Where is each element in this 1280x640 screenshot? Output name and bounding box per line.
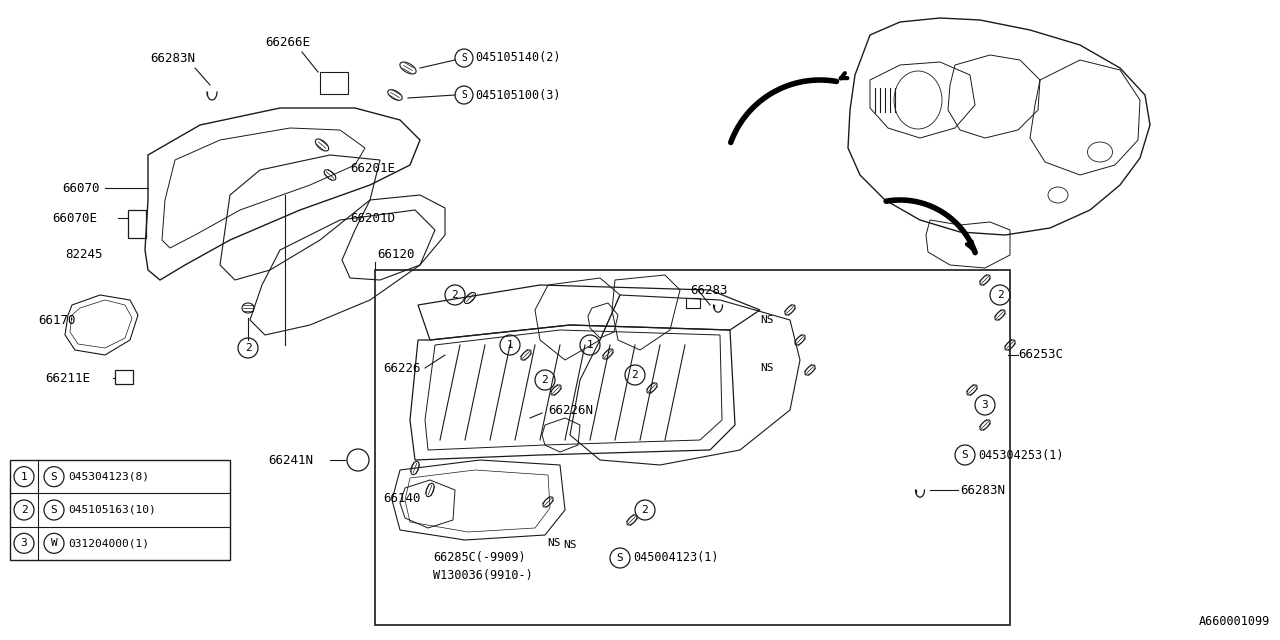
Text: 66211E: 66211E: [45, 371, 90, 385]
Text: 2: 2: [641, 505, 649, 515]
Text: 045105163(10): 045105163(10): [68, 505, 156, 515]
Text: 045105100(3): 045105100(3): [475, 88, 561, 102]
Text: 031204000(1): 031204000(1): [68, 538, 148, 548]
Text: 045105140(2): 045105140(2): [475, 51, 561, 65]
Text: 045004123(1): 045004123(1): [634, 552, 718, 564]
Text: W130036(9910-): W130036(9910-): [433, 568, 532, 582]
Text: NS: NS: [760, 363, 773, 373]
Text: S: S: [961, 450, 969, 460]
Text: 66241N: 66241N: [268, 454, 314, 467]
Text: 66070E: 66070E: [52, 211, 97, 225]
Text: 66201D: 66201D: [349, 211, 396, 225]
Text: 1: 1: [586, 340, 594, 350]
Text: 66070: 66070: [61, 182, 100, 195]
Text: 2: 2: [631, 370, 639, 380]
Text: S: S: [617, 553, 623, 563]
Text: 1: 1: [507, 340, 513, 350]
Text: W: W: [51, 538, 58, 548]
Text: 2: 2: [244, 343, 251, 353]
Text: 2: 2: [997, 290, 1004, 300]
Text: 1: 1: [20, 472, 27, 482]
Text: 66266E: 66266E: [265, 35, 310, 49]
Text: 045304253(1): 045304253(1): [978, 449, 1064, 461]
Text: S: S: [461, 53, 467, 63]
Text: 66226N: 66226N: [548, 403, 593, 417]
Text: 2: 2: [452, 290, 458, 300]
Text: 66170: 66170: [38, 314, 76, 326]
Text: S: S: [51, 505, 58, 515]
Text: S: S: [51, 472, 58, 482]
Text: 66285C(-9909): 66285C(-9909): [433, 552, 526, 564]
Text: 3: 3: [20, 538, 27, 548]
Text: 66283N: 66283N: [150, 51, 195, 65]
Text: A660001099: A660001099: [1199, 615, 1270, 628]
Text: 66120: 66120: [378, 248, 415, 262]
Text: 2: 2: [20, 505, 27, 515]
Text: 3: 3: [982, 400, 988, 410]
Text: 82245: 82245: [65, 248, 102, 262]
Text: 66253C: 66253C: [1018, 349, 1062, 362]
Text: NS: NS: [563, 540, 576, 550]
Text: 66140: 66140: [383, 492, 421, 504]
Text: 66283: 66283: [690, 284, 727, 296]
Text: NS: NS: [760, 315, 773, 325]
Text: 045304123(8): 045304123(8): [68, 472, 148, 482]
Text: S: S: [461, 90, 467, 100]
Text: 66201E: 66201E: [349, 161, 396, 175]
Text: 66226: 66226: [383, 362, 421, 374]
Text: 2: 2: [541, 375, 548, 385]
Text: 66283N: 66283N: [960, 483, 1005, 497]
Text: NS: NS: [547, 538, 561, 548]
